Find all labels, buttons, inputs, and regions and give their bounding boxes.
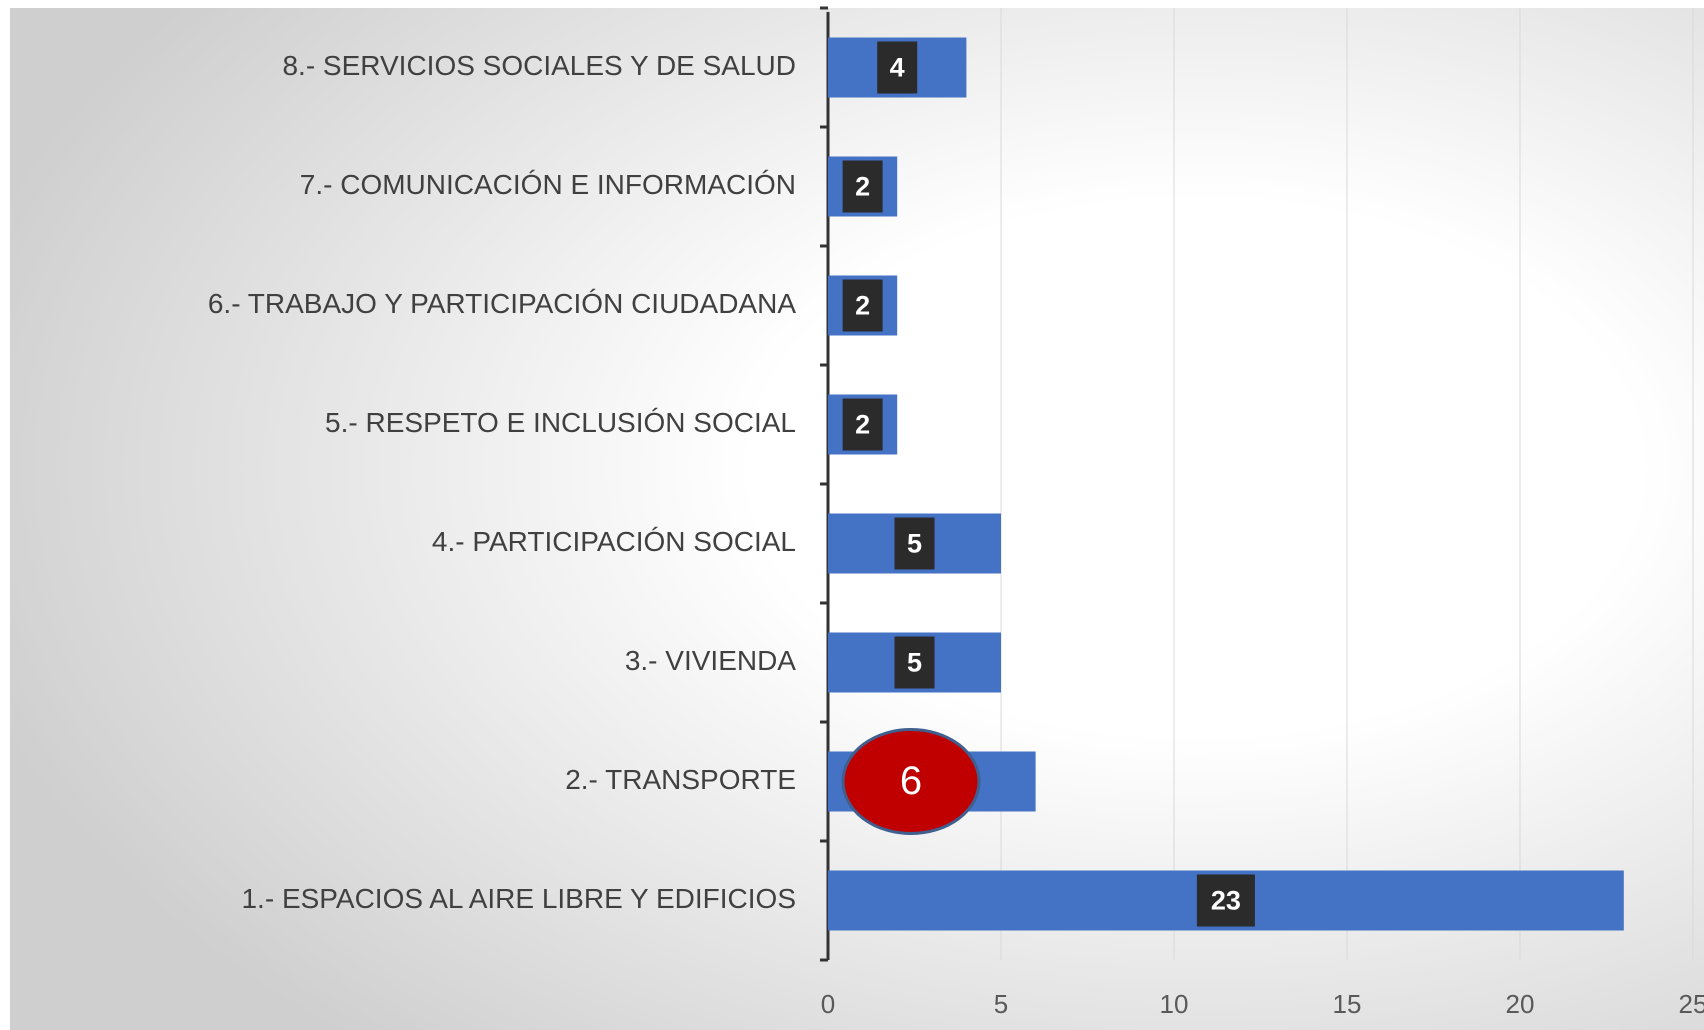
data-label: 2	[855, 410, 870, 440]
data-label-box	[842, 398, 883, 451]
y-tick-label: 6.- TRABAJO Y PARTICIPACIÓN CIUDADANA	[208, 288, 796, 319]
y-tick-label: 2.- TRANSPORTE	[565, 764, 796, 795]
x-tick-label: 0	[821, 989, 835, 1019]
y-tick-label: 8.- SERVICIOS SOCIALES Y DE SALUD	[282, 50, 796, 81]
data-label: 4	[890, 53, 905, 83]
data-label: 23	[1211, 886, 1241, 916]
data-label-box	[842, 160, 883, 213]
data-label-box	[877, 41, 918, 94]
y-tick-label: 4.- PARTICIPACIÓN SOCIAL	[432, 526, 796, 557]
data-label-box	[894, 517, 935, 570]
x-tick-label: 25	[1679, 989, 1704, 1019]
data-label: 5	[907, 529, 922, 559]
y-tick-label: 3.- VIVIENDA	[625, 645, 796, 676]
callout	[841, 728, 981, 835]
x-tick-label: 10	[1160, 989, 1189, 1019]
x-tick-label: 5	[994, 989, 1008, 1019]
data-label-box	[1196, 874, 1255, 927]
x-tick-label: 15	[1333, 989, 1362, 1019]
data-label: 2	[855, 291, 870, 321]
data-label: 2	[855, 172, 870, 202]
data-label-box	[894, 636, 935, 689]
x-tick-label: 20	[1506, 989, 1535, 1019]
y-tick-label: 7.- COMUNICACIÓN E INFORMACIÓN	[300, 169, 796, 200]
y-tick-label: 5.- RESPETO E INCLUSIÓN SOCIAL	[325, 407, 796, 438]
data-label: 5	[907, 648, 922, 678]
y-tick-label: 1.- ESPACIOS AL AIRE LIBRE Y EDIFICIOS	[241, 883, 796, 914]
data-label: 6	[900, 759, 922, 803]
data-label-box	[842, 279, 883, 332]
